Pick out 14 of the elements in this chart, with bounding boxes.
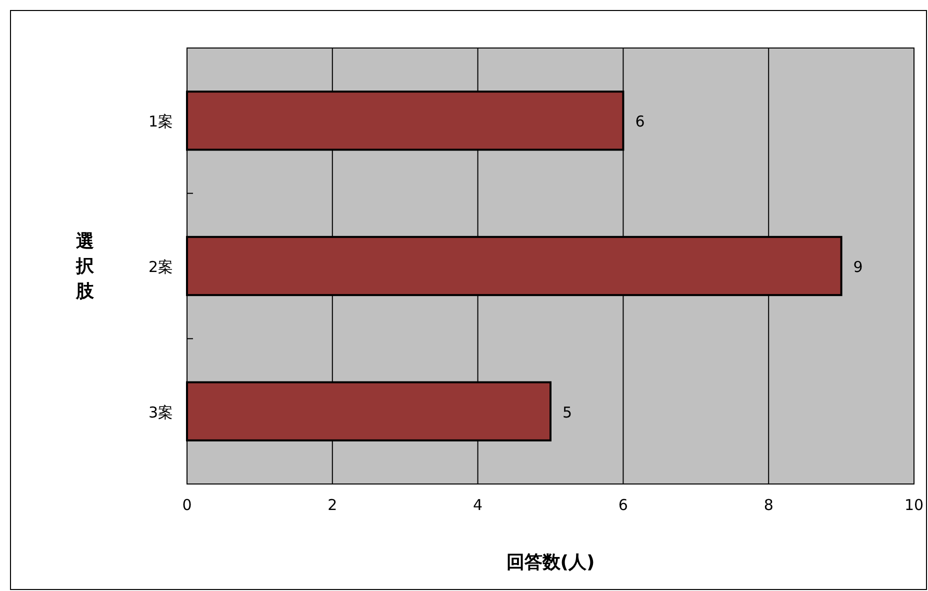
x-tick-label: 2 [328,496,338,514]
data-label: 5 [562,403,572,422]
x-tick-label: 8 [764,496,774,514]
y-tick-label: 3案 [148,403,173,422]
x-tick-label: 10 [904,496,924,514]
x-tick-label: 4 [473,496,483,514]
data-label: 6 [635,112,645,131]
y-axis-title: 選択肢 [75,231,95,302]
y-tick-label: 2案 [148,258,173,276]
x-tick-label: 0 [182,496,192,514]
y-tick-label: 1案 [148,112,173,131]
x-tick-label: 6 [618,496,628,514]
data-label: 9 [853,258,863,276]
x-axis-title: 回答数(人) [506,552,595,573]
